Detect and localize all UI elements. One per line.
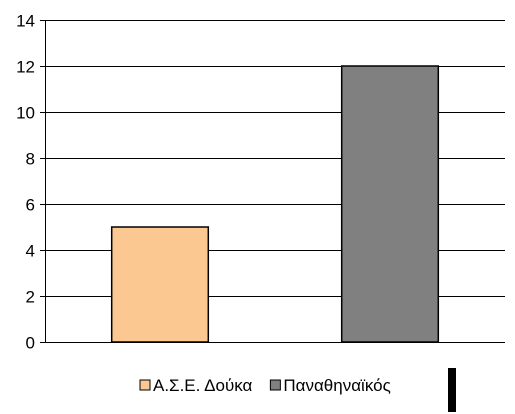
y-tick-label: 6 (26, 196, 35, 215)
y-axis: 0 2 4 6 8 10 12 14 (16, 12, 46, 353)
y-tick-label: 2 (26, 288, 35, 307)
y-tick-label: 12 (16, 58, 35, 77)
legend-label-2: Παναθηναϊκός (283, 376, 390, 395)
legend-swatch-2 (269, 379, 281, 391)
black-marker (448, 368, 456, 412)
bar-2 (340, 65, 440, 343)
y-tick-label: 0 (26, 334, 35, 353)
legend-swatch-1 (139, 379, 151, 391)
y-tick-label: 10 (16, 104, 35, 123)
bar-1 (110, 226, 210, 343)
y-tick-label: 4 (26, 242, 35, 261)
bars (110, 65, 440, 343)
legend: Α.Σ.Ε. Δούκα Παναθηναϊκός (139, 376, 391, 395)
y-tick-label: 8 (26, 150, 35, 169)
y-tick-label: 14 (16, 12, 35, 31)
legend-label-1: Α.Σ.Ε. Δούκα (153, 376, 253, 395)
